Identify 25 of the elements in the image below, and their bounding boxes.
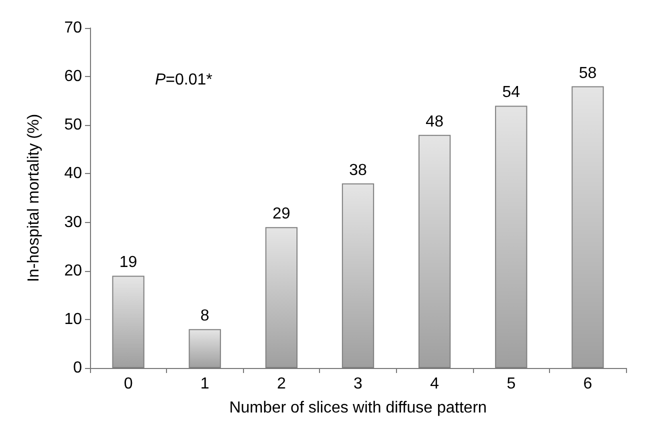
x-tick-label: 6 xyxy=(583,376,592,392)
y-axis-title: In-hospital mortality (%) xyxy=(26,114,42,282)
data-label: 8 xyxy=(200,308,210,325)
y-tick-label: 10 xyxy=(64,310,82,328)
data-label: 48 xyxy=(426,113,444,130)
x-tick-label: 4 xyxy=(430,376,440,392)
data-label: 58 xyxy=(578,64,597,82)
x-axis-title: Number of slices with diffuse pattern xyxy=(229,400,487,416)
y-tick-label: 50 xyxy=(64,116,82,134)
y-tick-label: 70 xyxy=(64,20,82,36)
data-label: 38 xyxy=(349,162,367,179)
x-tick-label: 3 xyxy=(354,376,363,392)
y-tick-label: 20 xyxy=(64,262,82,280)
x-tick-label: 0 xyxy=(124,376,133,392)
data-label: 54 xyxy=(502,84,520,102)
data-label: 19 xyxy=(119,254,138,272)
annotation: P=0.01* xyxy=(155,72,212,88)
y-tick-label: 60 xyxy=(64,68,82,86)
x-tick-label: 5 xyxy=(506,376,516,392)
y-tick-label: 30 xyxy=(64,214,82,231)
y-tick-label: 40 xyxy=(64,165,82,182)
y-tick-label: 0 xyxy=(73,360,82,376)
x-tick-label: 2 xyxy=(276,376,286,392)
data-label: 29 xyxy=(272,206,290,223)
x-tick-label: 1 xyxy=(200,376,210,392)
